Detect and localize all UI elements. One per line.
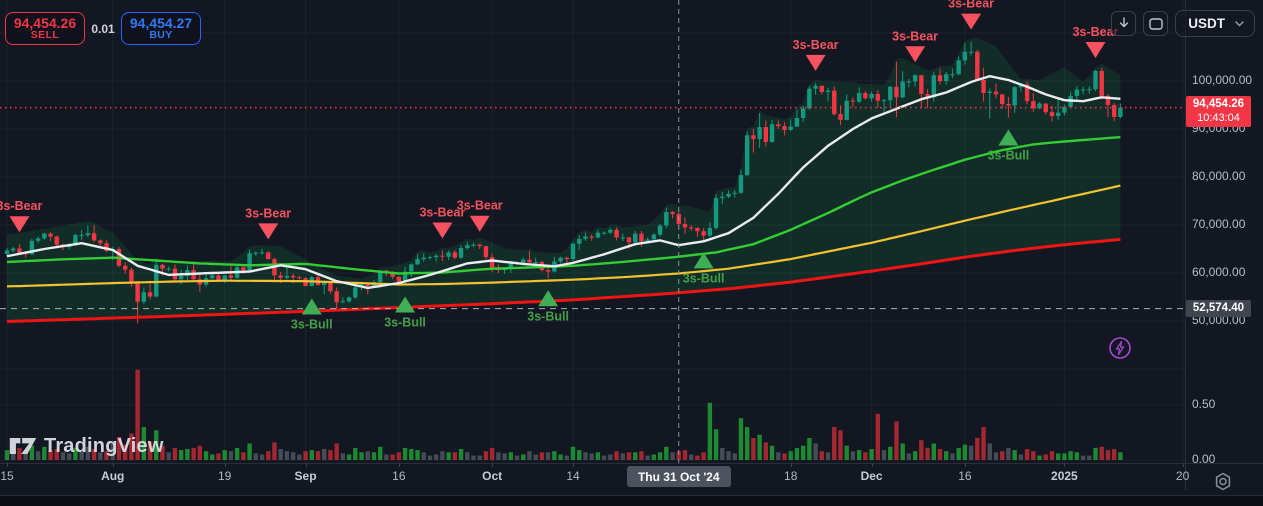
buy-button[interactable]: 94,454.27 BUY [121, 12, 201, 45]
time-tick-mark [7, 463, 8, 467]
time-tick-mark [492, 463, 494, 467]
bull-signal-arrow-icon [301, 298, 322, 315]
time-tick-label: 16 [958, 469, 972, 483]
bull-signal-label: 3s-Bull [291, 317, 333, 331]
time-tick-mark [305, 463, 307, 467]
bull-signal-label: 3s-Bull [988, 148, 1030, 162]
bull-signal-label: 3s-Bull [683, 271, 725, 285]
time-tick-label: 2025 [1051, 469, 1078, 483]
time-tick-mark [964, 463, 966, 467]
current-price-value: 94,454.26 [1192, 97, 1245, 110]
time-tick-label: 16 [392, 469, 406, 483]
time-tick-mark [224, 463, 226, 467]
volume-tick-label: 0.50 [1192, 397, 1216, 411]
bull-signal-label: 3s-Bull [384, 316, 426, 330]
fullscreen-button[interactable] [1143, 11, 1169, 36]
indicator-band-fill [7, 37, 1121, 322]
time-axis-separator [0, 463, 1263, 464]
flash-icon [1109, 337, 1131, 359]
price-axis[interactable]: 0.00 0.50 50,000.00 60,000.00 70,000.00 80,00… [1186, 0, 1263, 466]
current-price-label: 94,454.26 10:43:04 [1186, 95, 1251, 127]
time-tick-label: Sep [294, 469, 317, 483]
bear-signal-arrow-icon [258, 223, 279, 240]
buy-price: 94,454.27 [129, 14, 193, 31]
time-tick-mark [871, 463, 873, 467]
bear-signal-arrow-icon [432, 222, 453, 239]
trade-panel: 94,454.26 SELL 0.01 94,454.27 BUY [5, 12, 201, 45]
crosshair-date-label: Thu 31 Oct '24 [626, 466, 731, 487]
download-button[interactable] [1111, 11, 1137, 36]
bear-signal-arrow-icon [805, 54, 826, 71]
bear-signal-label: 3s-Bear [892, 29, 938, 43]
fullscreen-icon [1149, 17, 1163, 30]
settings-button[interactable] [1212, 471, 1234, 493]
bear-signal-label: 3s-Bear [245, 206, 291, 220]
bear-signal-label: 3s-Bear [457, 199, 503, 213]
bear-signal-label: 3s-Bear [0, 199, 42, 213]
bear-signal-arrow-icon [9, 216, 30, 233]
price-axis-separator [1185, 0, 1186, 490]
currency-value: USDT [1188, 16, 1225, 31]
white-ma-line [6, 75, 1121, 290]
sell-button[interactable]: 94,454.26 SELL [5, 12, 85, 45]
time-tick-mark [790, 463, 792, 467]
tradingview-logo-icon [9, 438, 37, 454]
time-tick-mark [1064, 463, 1066, 467]
bear-signal-label: 3s-Bear [948, 0, 994, 11]
time-tick-label: 18 [784, 469, 798, 483]
bottom-strip [0, 495, 1263, 506]
volume-tick-label: 0.00 [1192, 452, 1216, 466]
price-tick-label: 100,000.00 [1192, 73, 1253, 87]
bear-signal-arrow-icon [961, 13, 982, 30]
time-tick-label: 19 [218, 469, 232, 483]
volume-series [4, 369, 1123, 460]
bear-signal-label: 3s-Bear [1073, 25, 1119, 39]
bear-signal-label: 3s-Bear [793, 38, 839, 52]
buy-label: BUY [149, 29, 173, 42]
settings-gear-icon [1215, 472, 1231, 491]
currency-select[interactable]: USDT [1175, 10, 1255, 37]
bull-signal-arrow-icon [693, 252, 714, 269]
tradingview-logo[interactable]: TradingView [8, 433, 164, 459]
time-tick-label: Aug [101, 469, 125, 483]
price-tick-label: 80,000.00 [1192, 169, 1246, 183]
time-tick-label: Oct [482, 469, 503, 483]
bull-signal-arrow-icon [538, 290, 559, 307]
top-toolbar: USDT [1111, 10, 1255, 37]
bull-signal-arrow-icon [998, 129, 1019, 146]
bull-signal-arrow-icon [395, 296, 416, 313]
time-tick-mark [1182, 463, 1184, 467]
chevron-down-icon [1235, 20, 1244, 26]
sell-label: SELL [30, 29, 60, 42]
time-axis[interactable]: 20 2025 16 Dec 18 14 Oct 16 Sep 19 Aug 15 [0, 463, 1189, 490]
sell-price: 94,454.26 [13, 14, 77, 31]
time-tick-mark [112, 463, 114, 467]
yellow-ma-line [6, 184, 1121, 288]
flash-button[interactable] [1108, 336, 1132, 360]
time-tick-mark [398, 463, 400, 467]
green-ma-line [6, 136, 1121, 275]
bar-countdown: 10:43:04 [1197, 112, 1240, 125]
time-tick-mark [573, 463, 575, 467]
bear-signal-arrow-icon [469, 215, 490, 232]
download-icon [1119, 17, 1128, 28]
time-tick-label: 20 [1175, 469, 1190, 483]
price-tick-label: 70,000.00 [1192, 217, 1246, 231]
time-tick-label: Dec [860, 469, 883, 483]
bear-signal-arrow-icon [905, 46, 926, 63]
red-ma-line [6, 237, 1121, 323]
level-price-label: 52,574.40 [1186, 299, 1251, 317]
time-tick-label: 14 [566, 469, 580, 483]
bear-signal-arrow-icon [1085, 41, 1106, 58]
tradingview-logo-text: TradingView [44, 434, 164, 457]
bull-signal-label: 3s-Bull [527, 309, 569, 323]
price-tick-label: 60,000.00 [1192, 265, 1246, 279]
bear-signal-label: 3s-Bear [419, 205, 465, 219]
spread-value: 0.01 [91, 21, 115, 36]
time-tick-label: 15 [0, 469, 14, 483]
